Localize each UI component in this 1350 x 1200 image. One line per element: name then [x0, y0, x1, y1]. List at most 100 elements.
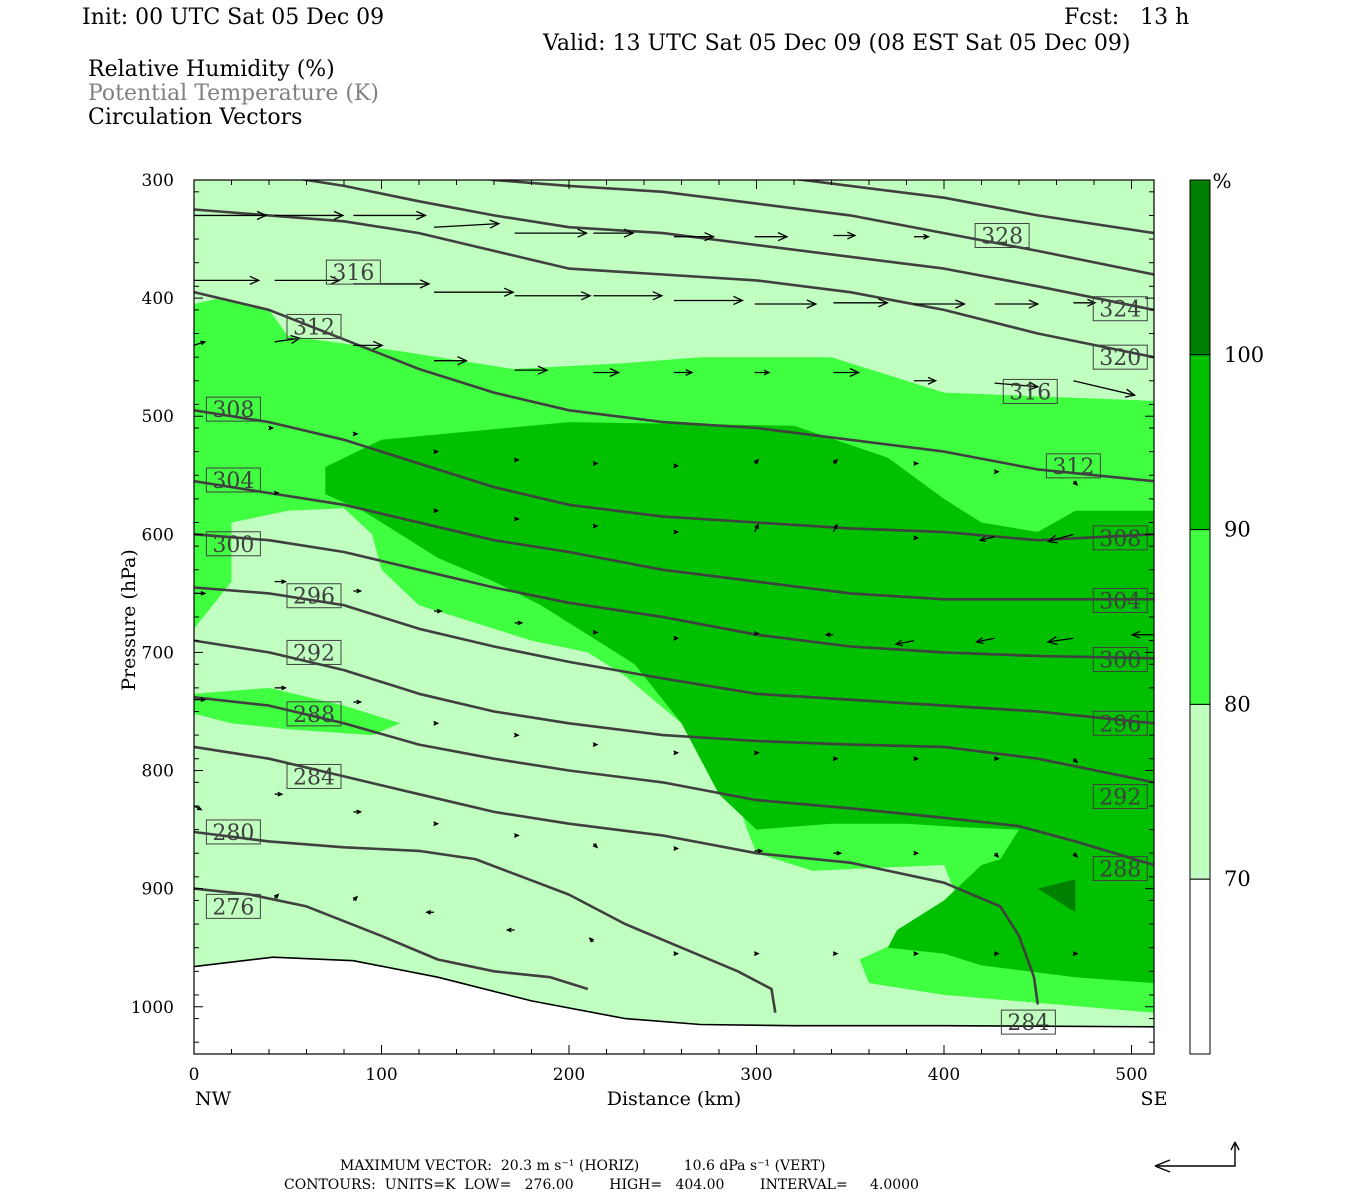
- theta-contour-300: [194, 533, 1154, 660]
- vector-62: [753, 631, 760, 636]
- vector-head: [416, 210, 427, 221]
- vector-head: [1072, 757, 1079, 764]
- theta-label-box: [1092, 296, 1148, 322]
- theta-label-304: 304: [205, 467, 261, 494]
- se-end-label: SE: [1141, 1088, 1168, 1110]
- theta-label-296: 296: [286, 583, 342, 610]
- vector-shaft: [895, 639, 915, 645]
- vector-head: [592, 461, 599, 466]
- vector-shaft: [976, 637, 995, 643]
- theta-label-box: [205, 893, 261, 919]
- theta-contour-328: [792, 180, 1154, 235]
- vector-head: [923, 233, 930, 240]
- theta-label-box: [1045, 453, 1101, 479]
- surface-line-layer: [194, 956, 1154, 1028]
- vector-head: [1087, 298, 1097, 307]
- theta-label-text: 308: [1099, 527, 1141, 552]
- vector-head: [356, 809, 363, 815]
- vector-48: [592, 523, 599, 529]
- theta-label-text: 296: [1099, 712, 1141, 737]
- vector-head: [978, 536, 986, 542]
- y-tick-label: 1000: [131, 998, 174, 1018]
- vector-18: [833, 298, 889, 308]
- vector-head: [753, 951, 760, 956]
- vector-90: [993, 852, 1000, 858]
- vector-85: [592, 843, 599, 849]
- theta-label-box: [205, 531, 261, 557]
- vector-head: [913, 535, 920, 541]
- vector-33: [194, 340, 207, 346]
- vector-74: [673, 750, 680, 756]
- theta-label-text: 292: [293, 641, 335, 666]
- vector-79: [1072, 757, 1079, 764]
- theta-contour-280: [194, 830, 777, 1013]
- vector-head: [505, 927, 512, 933]
- vector-10: [194, 275, 261, 285]
- theta-label-288: 288: [286, 701, 342, 728]
- theta-label-box: [286, 639, 342, 665]
- theta-contour-308: [194, 409, 1154, 542]
- theta-label-text: 288: [1099, 858, 1141, 883]
- vector-78: [993, 756, 1000, 762]
- theta-label-text: 284: [293, 765, 335, 790]
- vector-head: [200, 340, 207, 346]
- vector-head: [1130, 630, 1141, 639]
- below-ground-mask: [194, 957, 1154, 1054]
- vector-63: [824, 632, 834, 638]
- theta-label-text: 276: [212, 895, 254, 920]
- theta-label-box: [286, 701, 342, 727]
- vector-head: [268, 425, 275, 431]
- y-tick-label: 900: [142, 880, 174, 900]
- vector-54: [1046, 533, 1074, 544]
- vector-head: [577, 228, 589, 238]
- title-theta: Potential Temperature (K): [88, 81, 379, 106]
- theta-label-288: 288: [1092, 856, 1148, 883]
- vector-13: [434, 287, 515, 297]
- vector-head: [673, 951, 680, 956]
- vector-head: [503, 287, 515, 297]
- vector-head: [833, 523, 838, 530]
- vector-head: [1028, 381, 1040, 391]
- vector-50: [754, 523, 759, 533]
- vector-24: [434, 356, 468, 366]
- y-tick-label: 700: [142, 643, 174, 663]
- y-axis-label: Pressure (hPa): [118, 549, 140, 691]
- vector-head: [433, 821, 440, 827]
- vector-head: [356, 588, 363, 594]
- vector-shaft: [980, 536, 995, 541]
- vector-head: [847, 231, 857, 240]
- vector-41: [832, 458, 839, 465]
- vector-head: [993, 951, 1000, 956]
- theta-label-text: 300: [1099, 649, 1141, 674]
- vector-head: [592, 742, 599, 747]
- theta-label-box: [1092, 784, 1148, 810]
- vector-37: [513, 457, 520, 463]
- vector-4: [514, 228, 589, 238]
- vector-head: [913, 461, 920, 466]
- vector-68: [194, 697, 207, 703]
- theta-label-box: [1092, 856, 1148, 882]
- vector-98: [753, 951, 760, 956]
- vector-39: [673, 463, 680, 469]
- vector-head: [372, 340, 384, 350]
- y-tick-label: 500: [142, 407, 174, 427]
- x-tick-label: 300: [740, 1065, 772, 1085]
- vector-head: [433, 720, 440, 726]
- theta-label-320: 320: [1092, 344, 1148, 371]
- valid-time: Valid: 13 UTC Sat 05 Dec 09 (08 EST Sat …: [543, 31, 1131, 56]
- vector-21: [1073, 298, 1097, 307]
- vector-84: [513, 833, 520, 838]
- contour-note: CONTOURS: UNITS=K LOW= 276.00 HIGH= 404.…: [284, 1177, 919, 1193]
- theta-label-text: 304: [212, 469, 254, 494]
- theta-label-308: 308: [1092, 525, 1148, 552]
- nw-end-label: NW: [195, 1088, 232, 1110]
- vector-head: [256, 210, 268, 221]
- vector-58: [434, 608, 443, 614]
- vector-shaft: [1048, 637, 1074, 643]
- vector-53: [978, 536, 995, 542]
- vector-head: [673, 750, 680, 756]
- vector-head: [609, 367, 621, 378]
- theta-label-box: [325, 259, 381, 285]
- vector-80: [194, 805, 203, 811]
- vector-head: [913, 756, 920, 762]
